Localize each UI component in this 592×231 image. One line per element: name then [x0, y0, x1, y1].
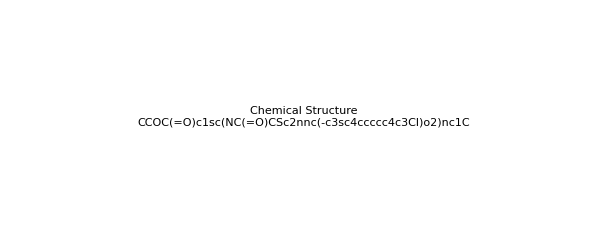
Text: Chemical Structure
CCOC(=O)c1sc(NC(=O)CSc2nnc(-c3sc4ccccc4c3Cl)o2)nc1C: Chemical Structure CCOC(=O)c1sc(NC(=O)CS…: [137, 106, 469, 128]
